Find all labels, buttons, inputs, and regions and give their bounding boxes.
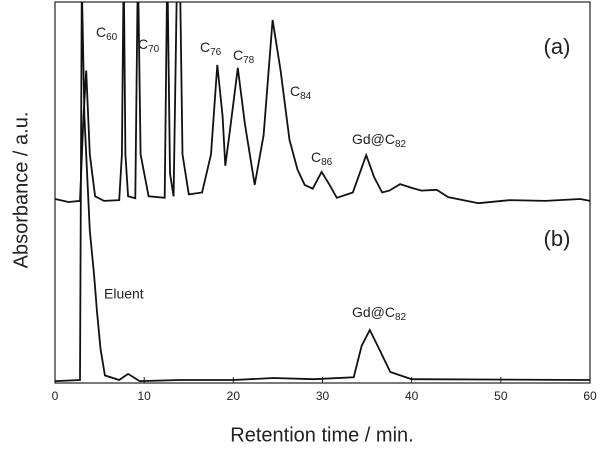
y-axis-label: Absorbance / a.u. [10,112,32,269]
peak-label: C86 [311,149,333,168]
series-label: (a) [544,34,571,59]
x-tick-label: 30 [316,389,330,403]
data-line [55,2,590,205]
peak-label: Gd@C82 [352,304,407,323]
x-tick-label: 50 [494,389,508,403]
peak-label: C60 [96,24,118,43]
data-line [55,2,590,383]
x-axis-label: Retention time / min. [230,424,413,446]
peak-label: C76 [200,39,222,58]
peak-label: C84 [290,83,312,102]
peak-label: Gd@C82 [352,131,407,150]
x-tick-label: 20 [227,389,241,403]
x-tick-label: 40 [405,389,419,403]
x-tick-label: 60 [583,389,597,403]
peak-label: C70 [138,36,160,55]
x-tick-label: 10 [137,389,151,403]
x-tick-label: 0 [52,389,59,403]
peak-label: Eluent [104,286,144,302]
peak-label: C78 [233,47,255,66]
series-label: (b) [544,226,571,251]
